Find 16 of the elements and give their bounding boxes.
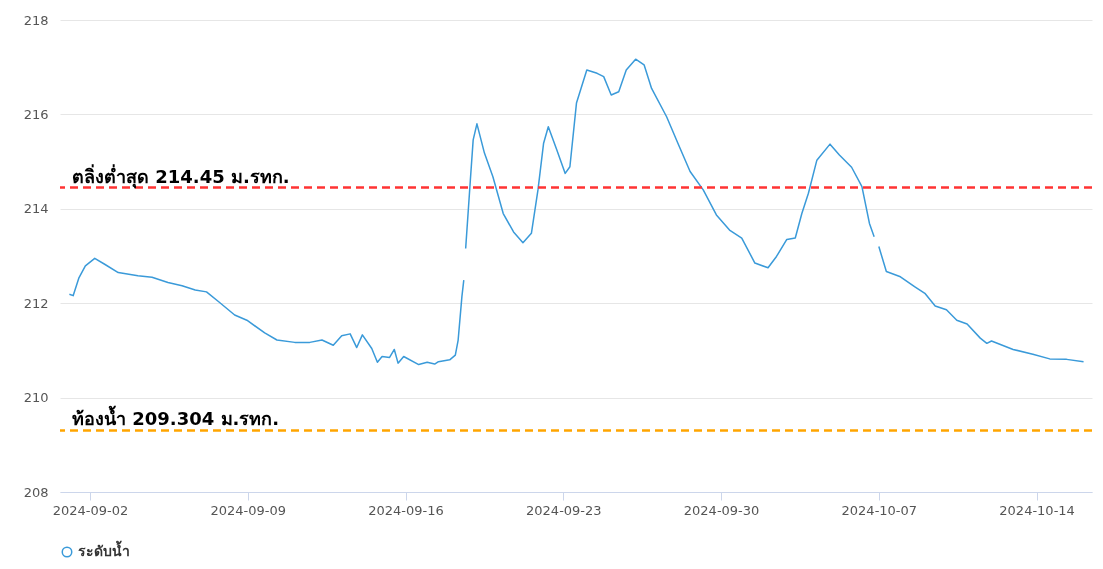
x-tick-label: 2024-09-16 xyxy=(368,502,444,518)
x-tick-label: 2024-09-30 xyxy=(683,502,760,518)
x-tick-label: 2024-09-09 xyxy=(210,502,287,518)
y-tick-label: 216 xyxy=(23,106,49,122)
y-tick-label: 214 xyxy=(23,201,49,217)
y-tick-label: 212 xyxy=(23,295,49,311)
x-tick-label: 2024-09-02 xyxy=(52,502,129,518)
y-tick-label: 210 xyxy=(23,390,49,406)
legend-label: ระดับน้ำ xyxy=(78,540,130,559)
x-tick-label: 2024-10-07 xyxy=(841,502,918,518)
y-tick-label: 218 xyxy=(23,12,49,28)
y-tick-label: 208 xyxy=(23,484,49,500)
x-tick-label: 2024-10-14 xyxy=(999,502,1075,518)
ref-line-label: ตลิ่งต่ำสุด 214.45 ม.รทก. xyxy=(72,163,290,189)
x-tick-label: 2024-09-23 xyxy=(526,502,602,518)
ref-line-label: ท้องน้ำ 209.304 ม.รทก. xyxy=(72,405,280,430)
